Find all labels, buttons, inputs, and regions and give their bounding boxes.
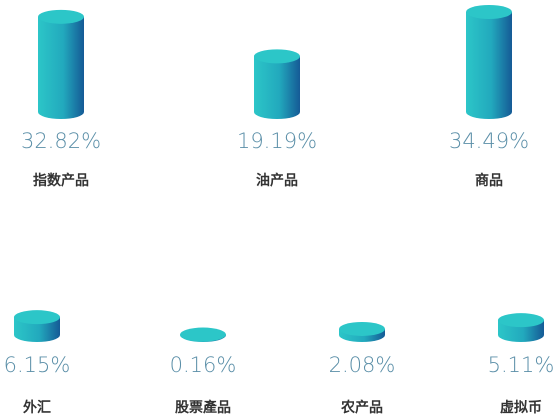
category-label: 外汇 — [23, 399, 51, 416]
value-label: 5.11% — [488, 353, 555, 377]
cylinder-top — [14, 310, 60, 325]
value-label: 0.16% — [170, 353, 237, 377]
cylinder-top — [254, 49, 300, 64]
cylinder-top — [466, 4, 512, 19]
value-label: 32.82% — [21, 129, 101, 153]
category-label: 指数产品 — [33, 172, 89, 189]
value-label: 6.15% — [4, 353, 71, 377]
value-label: 2.08% — [329, 353, 396, 377]
category-label: 商品 — [475, 172, 503, 189]
category-label: 虚拟币 — [500, 399, 542, 416]
cylinder-body — [254, 56, 300, 119]
category-label: 油产品 — [256, 172, 298, 189]
cylinder-top — [498, 313, 544, 328]
cylinder-body — [14, 317, 60, 342]
value-label: 19.19% — [237, 129, 317, 153]
value-label: 34.49% — [449, 129, 529, 153]
category-label: 股票產品 — [175, 399, 231, 416]
category-label: 农产品 — [340, 399, 383, 416]
cylinder-top — [180, 327, 226, 342]
cylinder-top — [38, 9, 84, 24]
cylinder-top — [339, 321, 385, 336]
cylinder-body — [38, 16, 84, 120]
cylinder-body — [466, 11, 512, 119]
